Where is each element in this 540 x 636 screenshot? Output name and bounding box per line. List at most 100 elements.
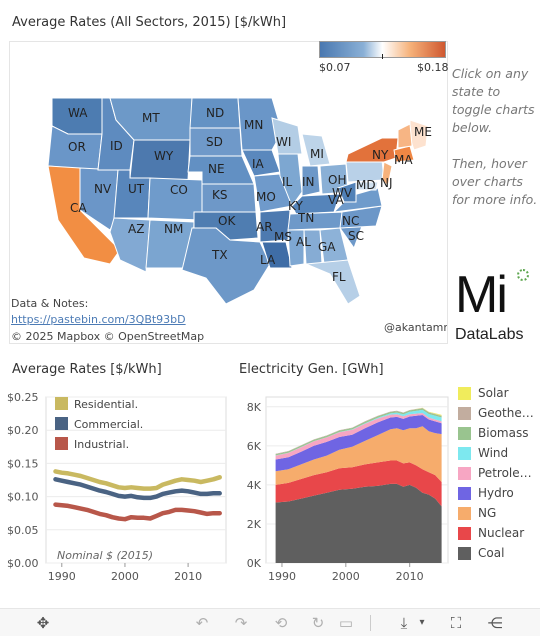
state-label-nd: ND bbox=[206, 106, 224, 120]
gen-legend-swatch bbox=[458, 446, 471, 460]
rates-series-line[interactable] bbox=[53, 502, 222, 522]
state-label-al: AL bbox=[296, 235, 311, 249]
rates-chart[interactable]: $0.00 $0.05 $0.10 $0.15 $0.20 $0.25 1990 2000 20… bbox=[0, 380, 232, 595]
gen-x-tick: 2010 bbox=[396, 570, 424, 583]
state-ky[interactable] bbox=[291, 193, 341, 215]
gen-legend-item[interactable]: Wind bbox=[458, 446, 508, 460]
gen-chart-title: Electricity Gen. [GWh] bbox=[239, 362, 384, 377]
state-in[interactable] bbox=[301, 165, 321, 197]
state-wv[interactable] bbox=[337, 181, 357, 203]
legend-min-label: $0.07 bbox=[319, 61, 351, 74]
gen-area-ng[interactable] bbox=[275, 426, 442, 485]
gen-area-hydro[interactable] bbox=[275, 415, 442, 472]
instruction-note-1: Click on any state to toggle charts belo… bbox=[452, 66, 535, 135]
state-nh-vt[interactable] bbox=[397, 123, 413, 149]
state-la[interactable] bbox=[261, 241, 293, 269]
state-label-ky: KY bbox=[288, 199, 303, 213]
share-icon[interactable]: ⋲ bbox=[487, 614, 503, 632]
midatalabs-logo: Mi DataLabs bbox=[455, 266, 535, 348]
gen-legend-item[interactable]: Nuclear bbox=[458, 526, 524, 540]
gen-legend-item[interactable]: Coal bbox=[458, 546, 504, 560]
state-ks[interactable] bbox=[201, 183, 257, 213]
state-label-mn: MN bbox=[244, 118, 263, 132]
state-label-co: CO bbox=[170, 183, 188, 197]
state-ar[interactable] bbox=[259, 209, 291, 243]
rates-chart-title: Average Rates [$/kWh] bbox=[12, 362, 162, 377]
fullscreen-icon[interactable]: ⛶ bbox=[450, 614, 462, 632]
gen-y-tick: 4K bbox=[247, 479, 262, 492]
state-fl[interactable] bbox=[305, 259, 361, 305]
rates-series-line[interactable] bbox=[53, 477, 222, 501]
state-label-sd: SD bbox=[206, 135, 223, 149]
toolbar-divider bbox=[370, 615, 371, 631]
gen-legend-item[interactable]: NG bbox=[458, 506, 496, 520]
state-label-id: ID bbox=[110, 139, 123, 153]
state-md[interactable] bbox=[355, 181, 379, 191]
move-icon[interactable]: ✥ bbox=[36, 614, 50, 632]
pause-icon[interactable]: ▭ bbox=[338, 614, 354, 632]
state-label-ga: GA bbox=[318, 240, 336, 254]
gen-area-geothermal[interactable] bbox=[275, 408, 442, 455]
state-label-wa: WA bbox=[68, 106, 88, 120]
gen-area-petroleum[interactable] bbox=[275, 413, 442, 460]
state-tx[interactable] bbox=[181, 227, 271, 305]
state-label-az: AZ bbox=[128, 222, 144, 236]
state-label-ne: NE bbox=[208, 162, 225, 176]
generation-legend[interactable]: Solar Geothe… Biomass Wind Petrole… Hydro NG Nu… bbox=[458, 386, 538, 566]
state-label-nm: NM bbox=[164, 222, 183, 236]
gen-legend-label: Biomass bbox=[478, 426, 529, 440]
us-map-svg[interactable]: WA MT ND OR ID MN ME SD WI WY MI NY MA N… bbox=[10, 42, 448, 344]
data-notes-link[interactable]: https://pastebin.com/3QBt93bD bbox=[11, 313, 186, 326]
refresh-icon[interactable]: ↻ bbox=[311, 614, 325, 632]
rates-legend-swatch bbox=[55, 417, 68, 430]
state-tn[interactable] bbox=[287, 211, 347, 231]
gen-legend-item[interactable]: Geothe… bbox=[458, 406, 534, 420]
redo-icon[interactable]: ↷ bbox=[234, 614, 248, 632]
state-mi[interactable] bbox=[301, 133, 331, 167]
rates-y-tick: $0.10 bbox=[7, 491, 39, 504]
revert-icon[interactable]: ⟲ bbox=[274, 614, 288, 632]
rates-y-tick: $0.15 bbox=[7, 457, 39, 470]
legend-max-label: $0.18 bbox=[417, 61, 449, 74]
rates-x-tick: 2010 bbox=[174, 570, 202, 583]
rates-note: Nominal $ (2015) bbox=[57, 549, 154, 562]
gen-legend-item[interactable]: Petrole… bbox=[458, 466, 532, 480]
state-label-in: IN bbox=[302, 175, 315, 189]
rates-y-tick: $0.25 bbox=[7, 391, 39, 404]
gen-area-biomass[interactable] bbox=[275, 408, 442, 456]
logo-mi: Mi bbox=[455, 266, 508, 324]
gen-legend-item[interactable]: Hydro bbox=[458, 486, 514, 500]
data-notes-url[interactable]: https://pastebin.com/3QBt93bD bbox=[11, 313, 186, 326]
gen-area-nuclear[interactable] bbox=[275, 460, 442, 507]
state-label-ma: MA bbox=[394, 153, 413, 167]
state-nj[interactable] bbox=[381, 161, 393, 188]
download-icon[interactable]: ⤓ bbox=[400, 614, 408, 632]
gen-y-tick: 2K bbox=[247, 518, 262, 531]
gen-legend-swatch bbox=[458, 386, 471, 400]
gen-legend-swatch bbox=[458, 506, 471, 520]
map-attribution[interactable]: © 2025 Mapbox © OpenStreetMap bbox=[11, 330, 205, 343]
state-label-ca: CA bbox=[70, 201, 87, 215]
state-ms[interactable] bbox=[287, 229, 305, 267]
state-il[interactable] bbox=[277, 153, 303, 208]
undo-icon[interactable]: ↶ bbox=[195, 614, 209, 632]
gen-area-coal[interactable] bbox=[275, 483, 442, 563]
map-title: Average Rates (All Sectors, 2015) [$/kWh… bbox=[12, 15, 287, 30]
state-label-md: MD bbox=[356, 178, 376, 192]
state-label-mt: MT bbox=[142, 111, 160, 125]
gen-legend-item[interactable]: Biomass bbox=[458, 426, 528, 440]
state-wi[interactable] bbox=[271, 117, 303, 155]
rates-series-line[interactable] bbox=[53, 469, 222, 491]
download-menu-caret-icon[interactable]: ▾ bbox=[419, 617, 425, 628]
gen-y-tick: 8K bbox=[247, 401, 262, 414]
generation-chart[interactable]: 0K 2K 4K 6K 8K 1990 2000 2010 bbox=[232, 380, 454, 595]
gen-legend-label: Coal bbox=[478, 546, 505, 560]
gen-y-tick: 0K bbox=[247, 557, 262, 570]
gen-area-wind[interactable] bbox=[275, 409, 442, 456]
us-rates-map[interactable]: WA MT ND OR ID MN ME SD WI WY MI NY MA N… bbox=[9, 41, 448, 344]
gen-legend-item[interactable]: Solar bbox=[458, 386, 509, 400]
state-az[interactable] bbox=[109, 217, 151, 273]
state-label-ar: AR bbox=[256, 220, 273, 234]
state-label-nc: NC bbox=[342, 214, 359, 228]
state-label-va: VA bbox=[328, 193, 344, 207]
